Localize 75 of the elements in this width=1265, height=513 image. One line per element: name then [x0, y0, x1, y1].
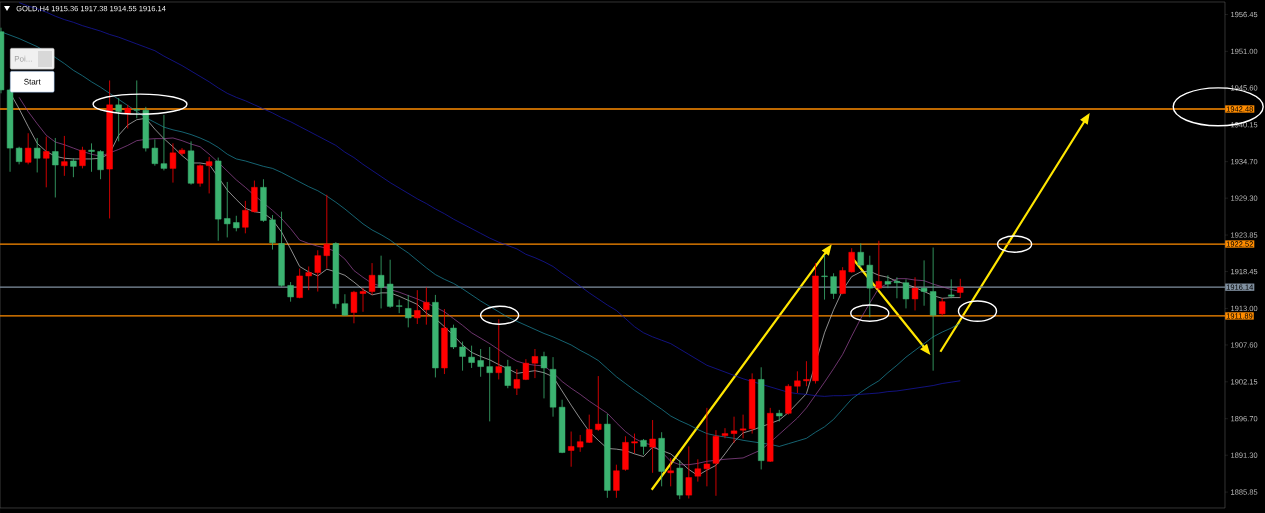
- candlestick: [133, 80, 140, 119]
- candlestick: [341, 293, 349, 317]
- candlestick: [52, 137, 59, 198]
- candlestick: [920, 260, 928, 307]
- candlestick: [495, 318, 502, 380]
- candlestick: [939, 297, 946, 317]
- candlestick: [79, 146, 86, 169]
- candlestick: [160, 114, 168, 171]
- candlestick: [685, 446, 692, 499]
- candlestick: [287, 281, 294, 303]
- candlestick: [423, 287, 430, 326]
- candlestick: [377, 255, 385, 309]
- candlestick: [405, 294, 412, 328]
- candlestick: [323, 194, 330, 269]
- candlestick: [739, 414, 747, 439]
- candlestick: [929, 247, 937, 372]
- candlestick: [61, 135, 68, 177]
- candlestick: [468, 345, 475, 369]
- candlestick: [631, 433, 638, 454]
- candlestick: [88, 142, 95, 173]
- candlestick: [414, 289, 421, 325]
- candlestick: [350, 290, 358, 324]
- candlestick: [387, 259, 394, 309]
- candlestick: [694, 458, 701, 482]
- candlestick: [794, 370, 801, 394]
- candlestick: [649, 419, 656, 474]
- candlestick: [848, 247, 855, 273]
- candlestick: [206, 156, 213, 194]
- candlestick: [269, 214, 276, 250]
- candlestick: [196, 163, 204, 188]
- candlestick: [957, 278, 964, 299]
- candlestick: [803, 360, 810, 387]
- candlestick: [884, 274, 892, 289]
- candlestick: [70, 157, 77, 178]
- candlestick: [450, 324, 457, 350]
- candlestick: [839, 266, 846, 295]
- candlestick: [568, 431, 575, 468]
- candlestick: [875, 240, 882, 291]
- candlestick: [459, 341, 466, 372]
- candlestick: [586, 414, 593, 444]
- candlestick: [513, 368, 520, 396]
- annotation: Poi...: [14, 55, 32, 62]
- annotation: Start: [24, 78, 41, 85]
- candlestick: [124, 104, 131, 129]
- candlestick: [595, 375, 602, 432]
- candlestick: [305, 266, 312, 291]
- candlestick: [359, 287, 367, 313]
- candlestick: [857, 243, 864, 269]
- candlestick: [948, 278, 955, 299]
- candlestick: [242, 200, 249, 234]
- candlestick: [368, 262, 376, 296]
- candlestick: [25, 132, 32, 165]
- candlestick: [830, 272, 837, 300]
- candlestick: [296, 268, 303, 299]
- candlestick: [866, 255, 873, 318]
- candlestick: [893, 276, 901, 299]
- candlestick: [396, 299, 403, 314]
- candlestick: [115, 97, 122, 142]
- candlestick: [667, 457, 674, 487]
- candlestick: [477, 348, 484, 378]
- candlestick: [911, 276, 919, 311]
- candlestick: [613, 464, 620, 499]
- candlestick: [151, 138, 158, 167]
- candlestick: [43, 136, 50, 188]
- candlestick: [902, 278, 910, 309]
- candlestick: [703, 407, 711, 487]
- candlestick: [97, 149, 104, 180]
- candlestick: [540, 351, 548, 399]
- candlestick: [34, 137, 41, 173]
- candlestick: [821, 254, 828, 301]
- candlestick: [224, 181, 231, 238]
- candlestick: [531, 348, 539, 379]
- candlestick: [486, 346, 493, 422]
- candlestick: [504, 359, 511, 389]
- candlestick: [314, 249, 321, 292]
